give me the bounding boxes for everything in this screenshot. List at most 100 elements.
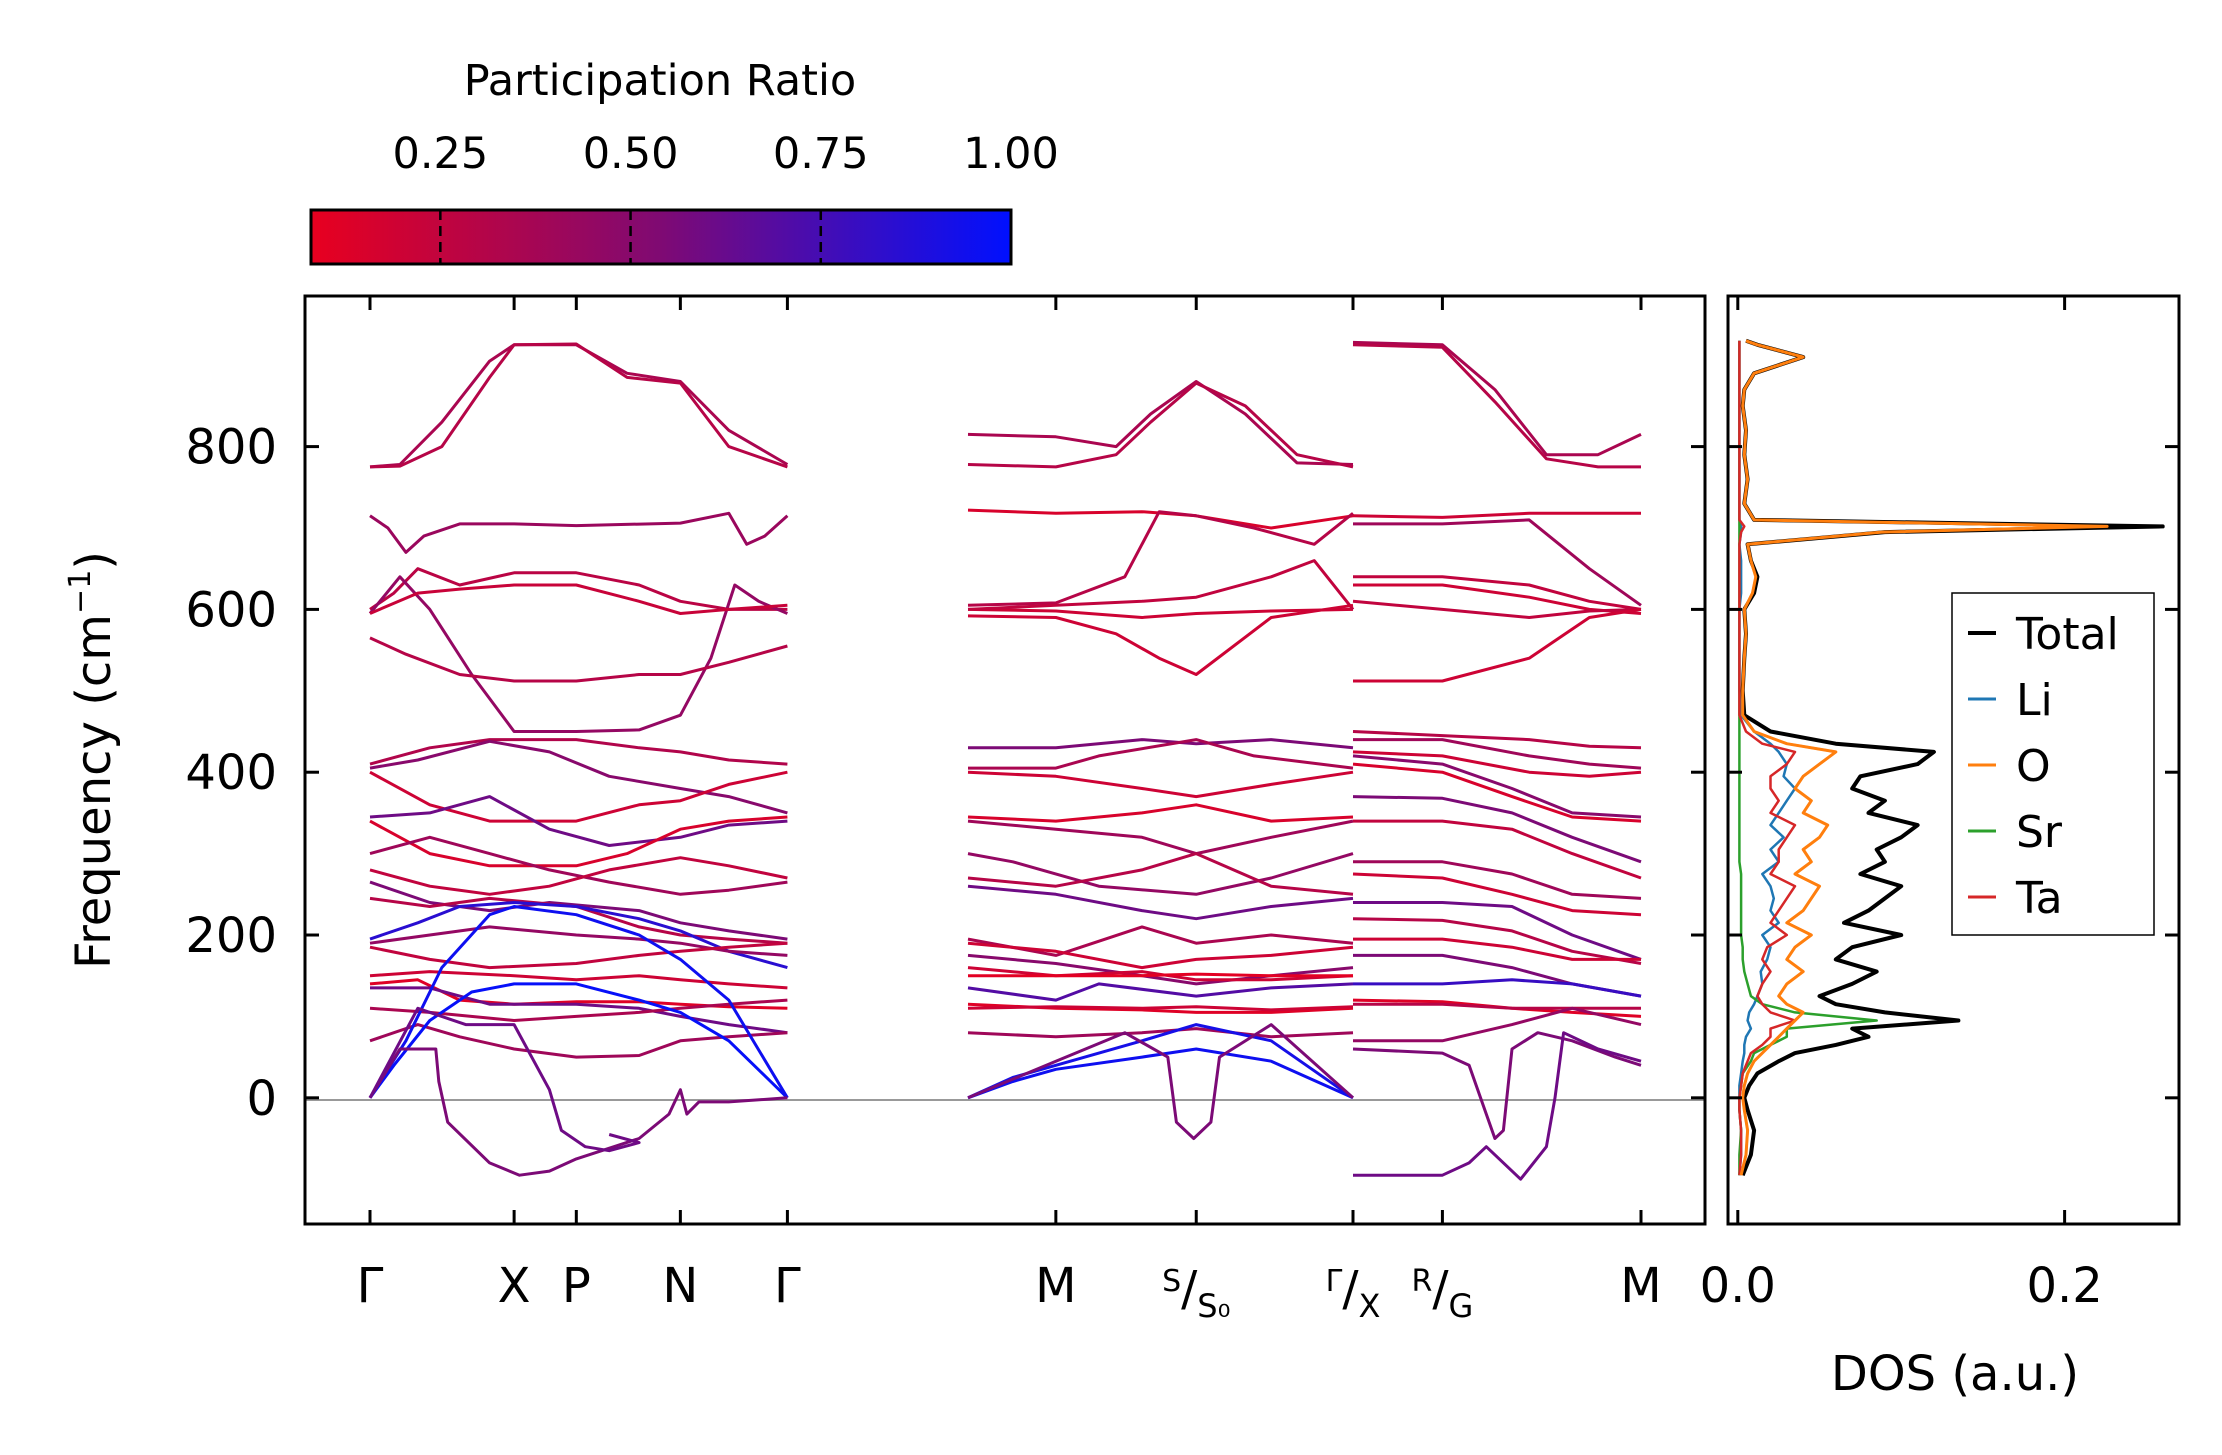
phonon-band-47 bbox=[968, 972, 1353, 978]
phonon-band-28 bbox=[967, 380, 1354, 466]
phonon-band-44 bbox=[967, 941, 1354, 970]
phonon-band-48 bbox=[967, 982, 1354, 1002]
phonon-band-71 bbox=[1352, 872, 1642, 917]
phonon-band-16 bbox=[369, 901, 788, 970]
phonon-band-39 bbox=[967, 819, 1354, 856]
k-point-label: Γ/X bbox=[1326, 1261, 1381, 1325]
phonon-band-59 bbox=[1353, 575, 1642, 611]
phonon-band-66 bbox=[1352, 754, 1642, 819]
colorbar-ticks: 0.25 0.50 0.75 1.00 bbox=[392, 129, 1059, 264]
dos-axes-frame bbox=[1726, 294, 2181, 1226]
phonon-band-24 bbox=[368, 982, 789, 1099]
phonon-band-57 bbox=[1352, 511, 1641, 519]
phonon-band-67 bbox=[1352, 762, 1642, 823]
phonon-band-63 bbox=[1352, 730, 1642, 750]
dos-legend: Total Li O Sr Ta bbox=[1951, 592, 2155, 936]
phonon-band-0 bbox=[369, 343, 789, 469]
dos-curves bbox=[1738, 338, 2165, 1176]
phonon-band-76 bbox=[1353, 978, 1642, 998]
phonon-band-10 bbox=[369, 795, 788, 847]
phonon-band-38 bbox=[967, 803, 1354, 823]
legend-label: Li bbox=[2016, 675, 2053, 726]
phonon-band-3 bbox=[369, 567, 788, 611]
y-tick-label: 200 bbox=[185, 908, 277, 964]
phonon-band-80 bbox=[1352, 1031, 1642, 1140]
phonon-band-69 bbox=[1353, 819, 1642, 880]
phonon-band-8 bbox=[369, 739, 788, 815]
dos-curve-ta bbox=[1738, 340, 1797, 1176]
phonon-band-4 bbox=[368, 575, 788, 733]
dos-x-tick-label: 0.2 bbox=[2026, 1258, 2102, 1314]
k-point-label: P bbox=[562, 1258, 591, 1314]
phonon-band-34 bbox=[967, 603, 1354, 676]
phonon-band-27 bbox=[368, 1006, 641, 1153]
phonon-band-15 bbox=[369, 896, 788, 945]
colorbar-tick-label: 0.25 bbox=[392, 129, 488, 179]
k-point-label: M bbox=[1035, 1258, 1076, 1314]
phonon-band-55 bbox=[1352, 340, 1642, 457]
dos-panel: 0.0 0.2 DOS (a.u.) Total Li O Sr Ta bbox=[1700, 294, 2181, 1402]
phonon-band-18 bbox=[369, 941, 788, 970]
phonon-band-42 bbox=[967, 884, 1354, 921]
phonon-band-11 bbox=[369, 815, 788, 868]
phonon-band-23 bbox=[369, 1023, 788, 1059]
phonon-band-33 bbox=[967, 559, 1355, 611]
phonon-band-1 bbox=[369, 342, 788, 469]
k-point-label: R/G bbox=[1411, 1261, 1473, 1325]
phonon-band-40 bbox=[967, 852, 1354, 896]
dos-curve-o-overlay bbox=[1739, 339, 2109, 1176]
colorbar-tick-label: 0.75 bbox=[773, 129, 869, 179]
phonon-band-31 bbox=[967, 510, 1354, 607]
phonon-band-25 bbox=[368, 905, 789, 1099]
phonon-band-65 bbox=[1352, 750, 1642, 778]
y-axis-label: Frequency (cm−1) bbox=[63, 551, 122, 969]
phonon-band-61 bbox=[1352, 599, 1642, 619]
legend-label: O bbox=[2016, 741, 2051, 792]
phonon-band-53 bbox=[967, 1047, 1354, 1100]
phonon-band-6 bbox=[369, 636, 788, 683]
phonon-band-81 bbox=[1353, 1031, 1642, 1181]
phonon-band-68 bbox=[1352, 795, 1642, 864]
phonon-band-60 bbox=[1353, 583, 1642, 615]
phonon-band-35 bbox=[968, 738, 1354, 750]
dos-axis-ticks: 0.0 0.2 bbox=[1700, 296, 2179, 1314]
legend-label: Sr bbox=[2016, 807, 2063, 858]
phonon-band-58 bbox=[1353, 518, 1642, 607]
dos-x-tick-label: 0.0 bbox=[1700, 1258, 1776, 1314]
y-tick-label: 600 bbox=[185, 582, 277, 638]
legend-label: Ta bbox=[2015, 873, 2063, 924]
colorbar: Participation Ratio 0.25 0.50 0.75 1.00 bbox=[309, 56, 1059, 266]
phonon-band-70 bbox=[1353, 860, 1642, 900]
phonon-band-13 bbox=[369, 856, 788, 896]
y-tick-label: 0 bbox=[246, 1071, 277, 1127]
k-point-label: S/S₀ bbox=[1162, 1261, 1230, 1325]
legend-label: Total bbox=[2015, 609, 2119, 660]
phonon-band-21 bbox=[370, 986, 788, 1035]
phonon-band-12 bbox=[369, 835, 788, 896]
phonon-band-9 bbox=[369, 770, 788, 823]
dos-x-axis-label: DOS (a.u.) bbox=[1831, 1346, 2079, 1402]
k-point-label: N bbox=[662, 1258, 698, 1314]
colorbar-title: Participation Ratio bbox=[464, 56, 857, 106]
phonon-band-41 bbox=[967, 852, 1354, 896]
band-structure-panel: 0 200 400 600 800 Γ X P N Γ M S/S₀ Γ/X R/G M Frequency… bbox=[63, 294, 1707, 1325]
phonon-band-5 bbox=[369, 583, 788, 615]
y-tick-label: 800 bbox=[185, 420, 277, 476]
phonon-band-32 bbox=[967, 607, 1354, 619]
k-point-label: X bbox=[498, 1258, 531, 1314]
phonon-band-54 bbox=[967, 1023, 1355, 1140]
phonon-band-36 bbox=[968, 738, 1354, 770]
phonon-band-37 bbox=[967, 770, 1354, 799]
phonon-band-29 bbox=[967, 381, 1354, 469]
phonon-band-56 bbox=[1352, 343, 1641, 469]
phonon-bands bbox=[368, 340, 1642, 1181]
phonon-band-22 bbox=[369, 998, 788, 1022]
k-point-label: M bbox=[1620, 1258, 1661, 1314]
phonon-band-19 bbox=[369, 970, 788, 990]
band-axis-ticks: 0 200 400 600 800 Γ X P N Γ M S/S₀ Γ/X R/G M bbox=[185, 296, 1705, 1325]
phonon-band-78 bbox=[1353, 1002, 1641, 1010]
phonon-band-73 bbox=[1352, 917, 1642, 965]
y-tick-label: 400 bbox=[185, 745, 277, 801]
phonon-band-62 bbox=[1353, 607, 1642, 683]
